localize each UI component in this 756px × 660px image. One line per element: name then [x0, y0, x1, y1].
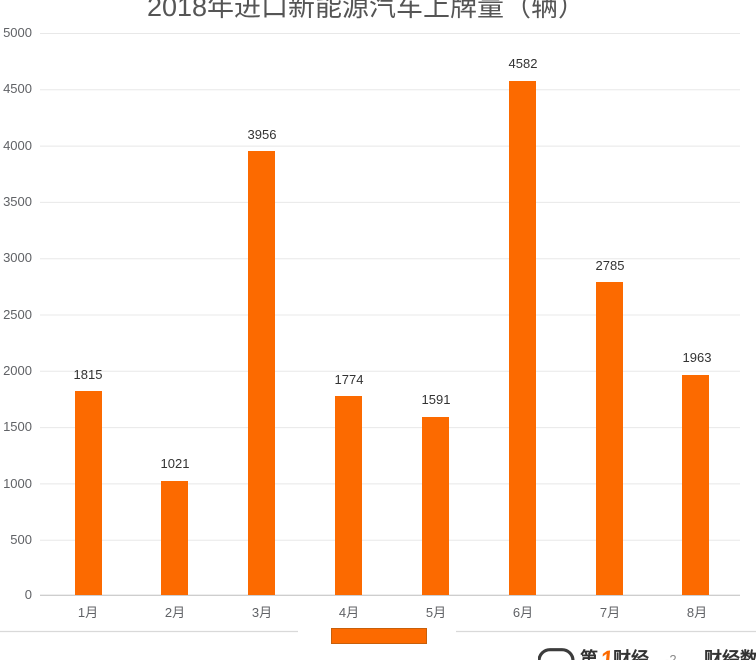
- svg-text:财经数据: 财经数据: [704, 648, 756, 660]
- svg-text:第: 第: [580, 648, 598, 660]
- svg-text:-2: -2: [665, 652, 677, 660]
- svg-text:财经: 财经: [613, 648, 649, 660]
